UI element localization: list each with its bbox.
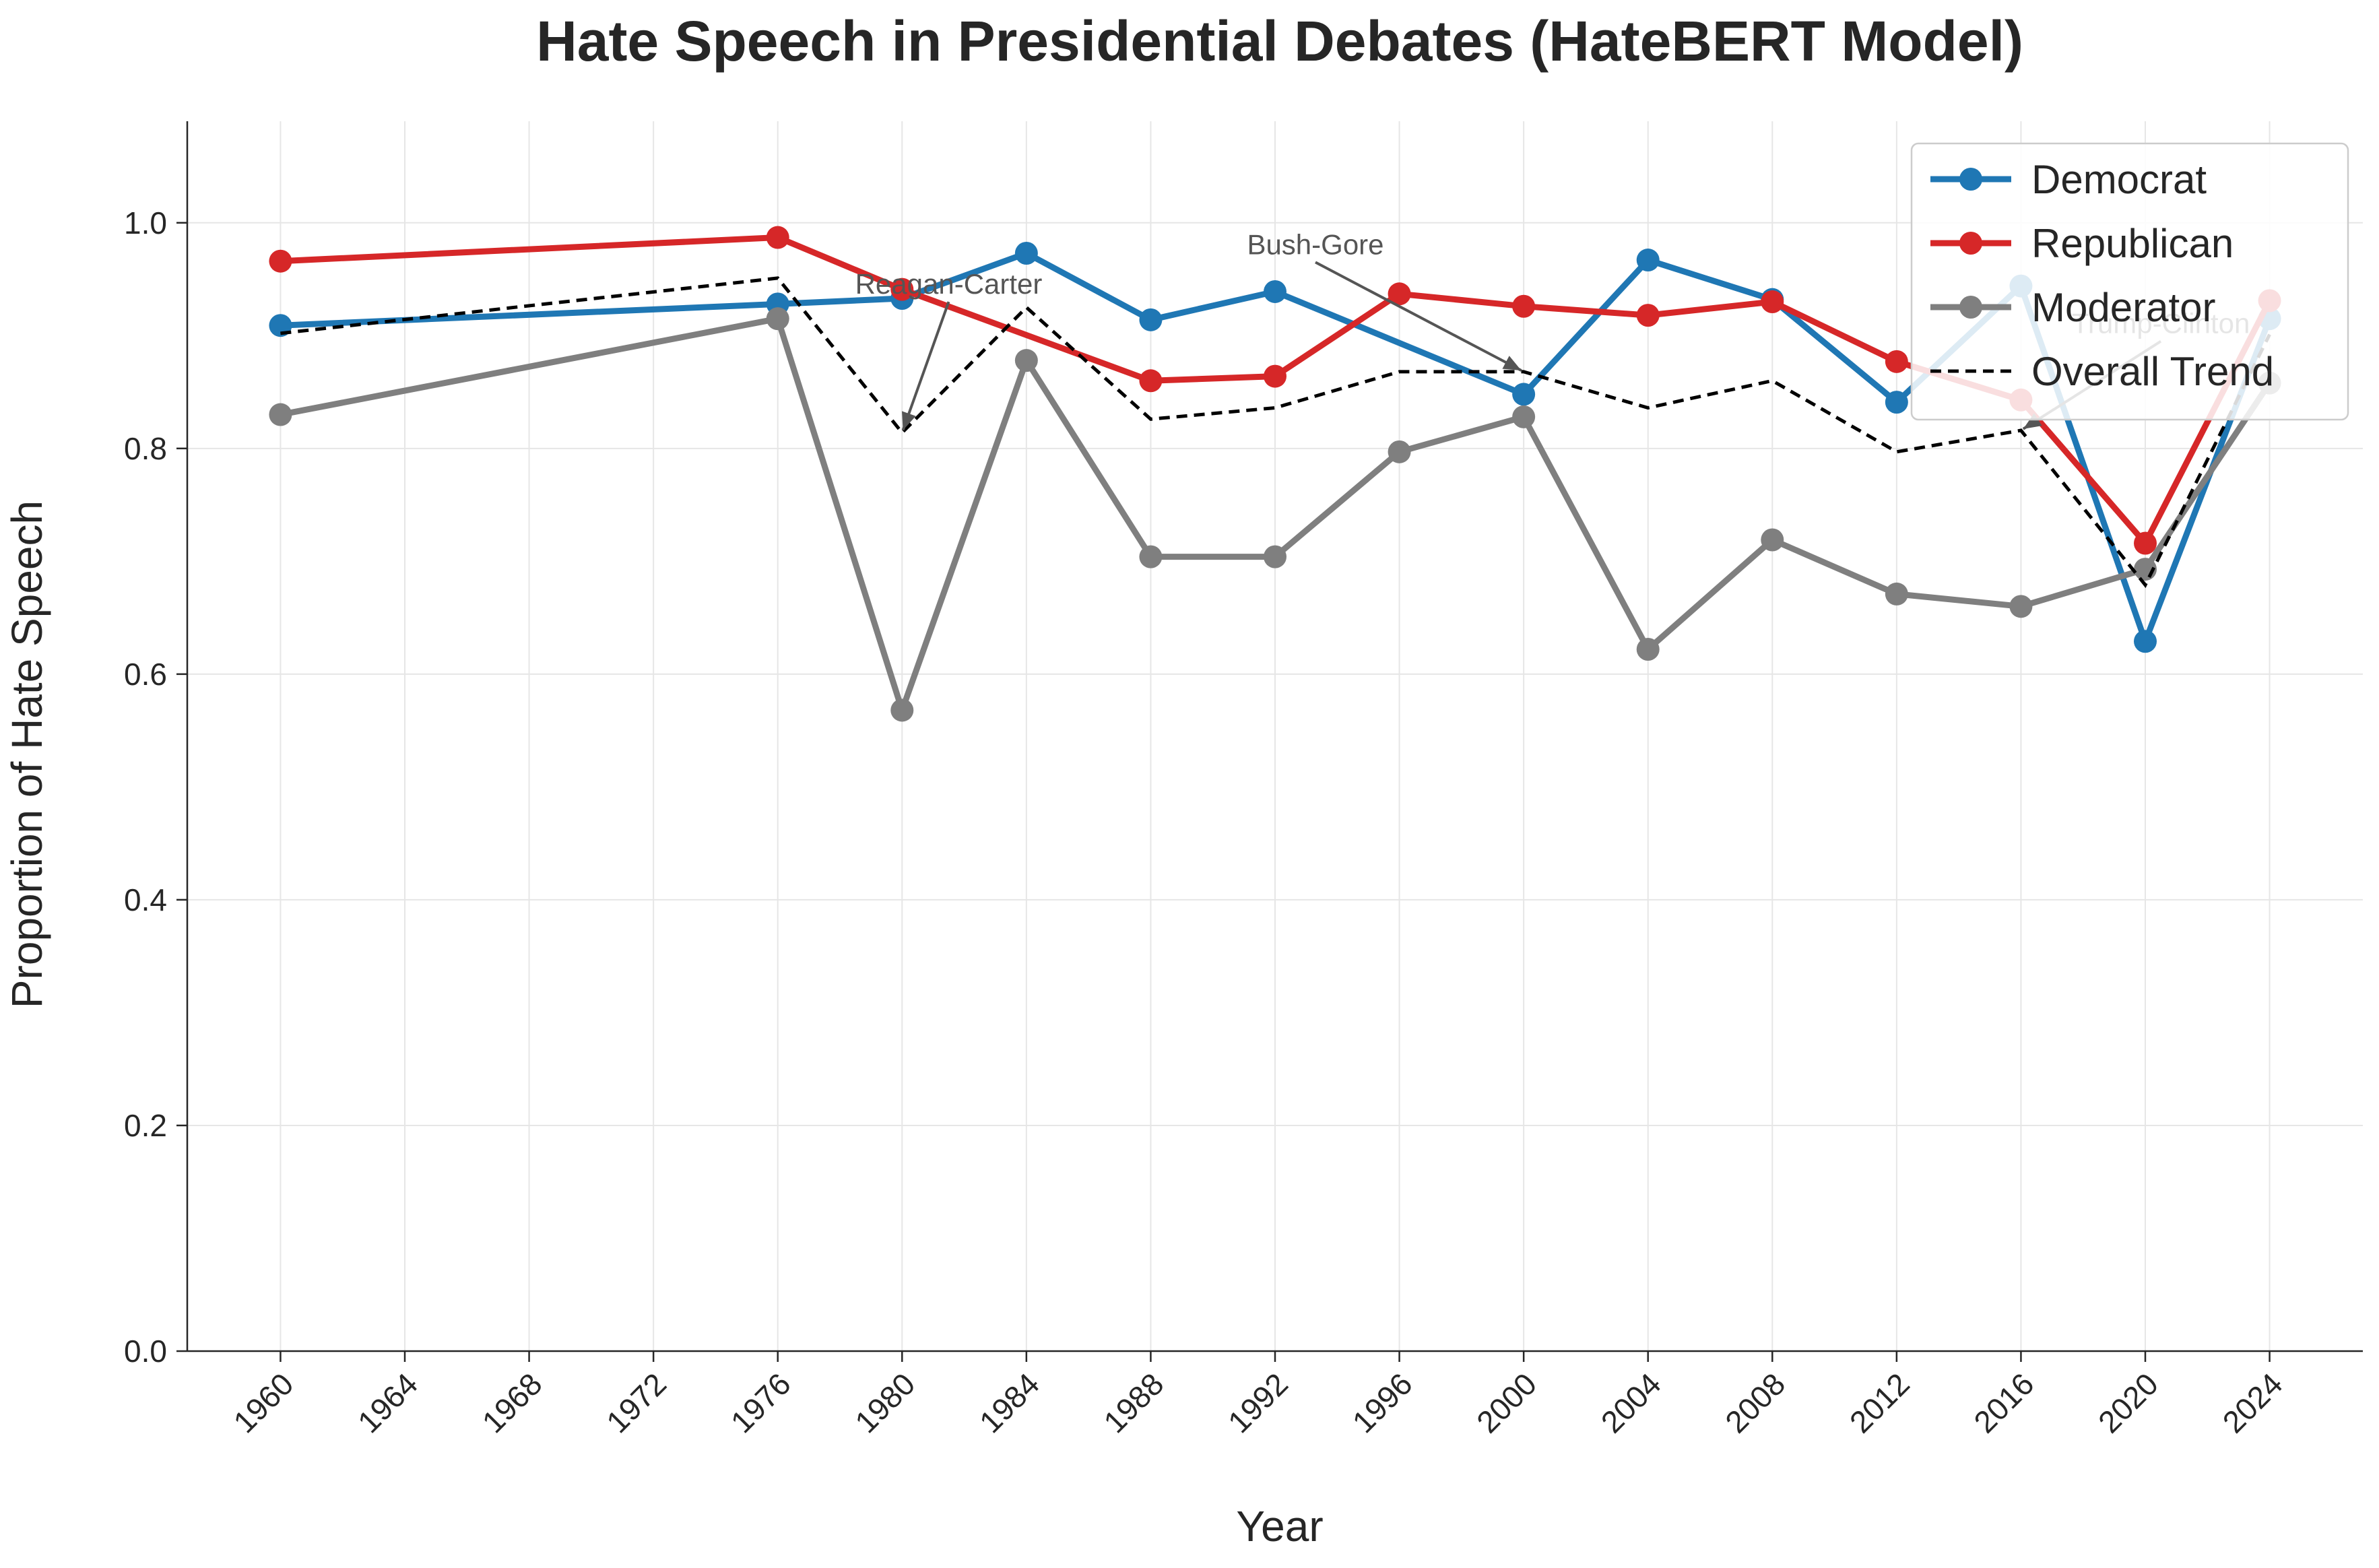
annotation-arrowhead bbox=[2023, 413, 2042, 429]
x-tick-label: 2008 bbox=[1718, 1366, 1792, 1439]
legend-marker-moderator bbox=[1959, 296, 1982, 319]
republican-point bbox=[1761, 290, 1784, 314]
y-tick-label: 0.6 bbox=[124, 657, 167, 692]
legend-box bbox=[1910, 142, 2349, 421]
legend: Democrat Republican Moderator Overall Trend bbox=[1910, 142, 2349, 421]
x-tick-label: 2020 bbox=[2091, 1366, 2165, 1439]
republican-point bbox=[1512, 294, 1536, 318]
legend-marker-republican bbox=[1959, 232, 1982, 255]
moderator-point bbox=[1761, 528, 1784, 552]
legend-label-republican: Republican bbox=[2031, 221, 2234, 266]
republican-point bbox=[766, 226, 789, 249]
republican-point bbox=[2134, 531, 2157, 555]
annotation-arrowhead bbox=[901, 411, 916, 430]
moderator-line bbox=[280, 315, 2273, 713]
moderator-point bbox=[1512, 405, 1536, 428]
republican-point bbox=[1636, 304, 1660, 327]
legend-marker-democrat bbox=[1959, 168, 1982, 191]
x-tick-label: 1972 bbox=[599, 1366, 673, 1439]
moderator-point bbox=[2009, 595, 2033, 618]
chart-title: Hate Speech in Presidential Debates (Hat… bbox=[536, 9, 2023, 73]
democrat-point bbox=[2134, 630, 2157, 653]
democrat-point bbox=[1636, 249, 1660, 272]
x-axis-ticks: 1960 1964 1968 1972 1976 1980 1984 1988 1992 1996… bbox=[226, 1351, 2289, 1439]
x-tick-label: 1984 bbox=[973, 1366, 1046, 1439]
annotation-label: Reagan-Carter bbox=[855, 268, 1043, 300]
y-tick-label: 0.4 bbox=[124, 882, 167, 917]
annotation-arrow bbox=[901, 301, 950, 431]
democrat-point bbox=[1264, 280, 1286, 303]
x-tick-label: 1960 bbox=[226, 1366, 300, 1439]
moderator-point bbox=[890, 698, 914, 722]
y-tick-label: 0.8 bbox=[124, 431, 167, 466]
moderator-point bbox=[1139, 545, 1163, 568]
democrat-point bbox=[1139, 308, 1163, 331]
legend-label-overall-trend: Overall Trend bbox=[2031, 349, 2274, 394]
x-tick-label: 1996 bbox=[1346, 1366, 1419, 1439]
y-tick-label: 0.2 bbox=[124, 1108, 167, 1143]
y-tick-label: 1.0 bbox=[124, 205, 167, 240]
y-axis-ticks: 0.0 0.2 0.4 0.6 0.8 1.0 bbox=[124, 205, 187, 1369]
moderator-point bbox=[269, 403, 292, 426]
democrat-point bbox=[1014, 242, 1038, 265]
x-tick-label: 2012 bbox=[1843, 1366, 1916, 1439]
democrat-point bbox=[1512, 383, 1536, 406]
democrat-point bbox=[1885, 391, 1908, 414]
x-axis-label: Year bbox=[1236, 1502, 1323, 1550]
annotation-arrow bbox=[1315, 261, 1522, 372]
moderator-point bbox=[1264, 545, 1286, 568]
x-tick-label: 1964 bbox=[351, 1366, 424, 1439]
overall-trend-line bbox=[280, 276, 2271, 589]
x-tick-label: 2004 bbox=[1594, 1366, 1668, 1439]
x-tick-label: 1980 bbox=[848, 1366, 921, 1439]
republican-point bbox=[1388, 282, 1411, 306]
republican-point bbox=[1264, 364, 1286, 388]
y-axis-label: Proportion of Hate Speech bbox=[3, 500, 51, 1008]
annotation-arrowhead bbox=[1502, 356, 1522, 371]
republican-point bbox=[1885, 350, 1908, 373]
republican-point bbox=[890, 277, 914, 301]
annotation-label: Bush-Gore bbox=[1247, 228, 1383, 260]
x-tick-label: 2024 bbox=[2216, 1366, 2289, 1439]
x-tick-label: 1968 bbox=[476, 1366, 549, 1439]
legend-label-democrat: Democrat bbox=[2031, 157, 2207, 202]
moderator-point bbox=[1388, 440, 1411, 463]
y-tick-label: 0.0 bbox=[124, 1334, 167, 1369]
moderator-point bbox=[766, 307, 789, 331]
x-tick-label: 1976 bbox=[724, 1366, 797, 1439]
x-tick-label: 2016 bbox=[1967, 1366, 2040, 1439]
x-tick-label: 1992 bbox=[1221, 1366, 1295, 1439]
moderator-point bbox=[1014, 349, 1038, 372]
republican-point bbox=[1139, 369, 1163, 393]
x-tick-label: 1988 bbox=[1097, 1366, 1170, 1439]
x-tick-label: 2000 bbox=[1470, 1366, 1543, 1439]
republican-point bbox=[269, 249, 292, 273]
moderator-point bbox=[1636, 638, 1660, 661]
legend-label-moderator: Moderator bbox=[2031, 285, 2215, 330]
moderator-point bbox=[1885, 582, 1908, 606]
